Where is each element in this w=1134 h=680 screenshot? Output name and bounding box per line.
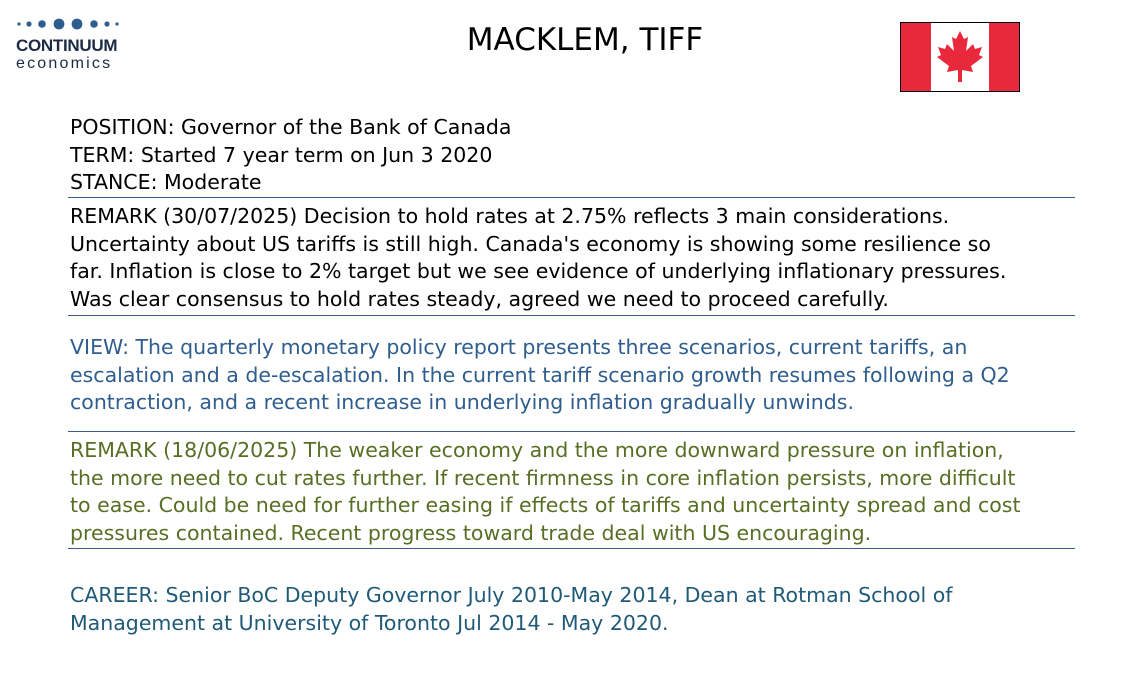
career-line: Management at University of Toronto Jul … xyxy=(70,610,669,635)
position-text: POSITION: Governor of the Bank of Canada xyxy=(70,115,512,139)
logo-subtitle: economics xyxy=(16,55,113,72)
logo-name: CONTINUUM xyxy=(16,36,118,55)
remark-line: REMARK (30/07/2025) Decision to hold rat… xyxy=(70,204,950,228)
divider xyxy=(68,197,1075,198)
view-line: contraction, and a recent increase in un… xyxy=(70,390,855,414)
remark-line: Uncertainty about US tariffs is still hi… xyxy=(70,231,991,256)
view-line: VIEW: The quarterly monetary policy repo… xyxy=(70,335,968,359)
remark-line: pressures contained. Recent progress tow… xyxy=(70,520,872,545)
canada-flag-icon xyxy=(900,22,1020,92)
stance-text: STANCE: Moderate xyxy=(70,170,262,194)
continuum-economics-logo: CONTINUUM economics xyxy=(14,14,134,76)
page-title: MACKLEM, TIFF xyxy=(466,22,704,58)
remark-latest: REMARK (30/07/2025) Decision to hold rat… xyxy=(70,203,1080,313)
remark-previous: REMARK (18/06/2025) The weaker economy a… xyxy=(70,437,1080,547)
career-section: CAREER: Senior BoC Deputy Governor July … xyxy=(70,582,1080,637)
view-line: escalation and a de-escalation. In the c… xyxy=(70,362,1010,387)
remark-line: far. Inflation is close to 2% target but… xyxy=(70,259,1007,283)
career-line: CAREER: Senior BoC Deputy Governor July … xyxy=(70,583,953,607)
profile-section: POSITION: Governor of the Bank of Canada… xyxy=(70,114,1080,197)
divider xyxy=(68,315,1075,316)
divider xyxy=(68,548,1075,549)
remark-line: the more need to cut rates further. If r… xyxy=(70,465,1016,490)
logo-dots-icon xyxy=(17,18,119,30)
remark-line: REMARK (18/06/2025) The weaker economy a… xyxy=(70,438,1004,462)
remark-line: to ease. Could be need for further easin… xyxy=(70,493,1021,517)
divider xyxy=(68,431,1075,432)
term-text: TERM: Started 7 year term on Jun 3 2020 xyxy=(70,142,493,167)
remark-line: Was clear consensus to hold rates steady… xyxy=(70,286,889,311)
view-section: VIEW: The quarterly monetary policy repo… xyxy=(70,334,1080,417)
